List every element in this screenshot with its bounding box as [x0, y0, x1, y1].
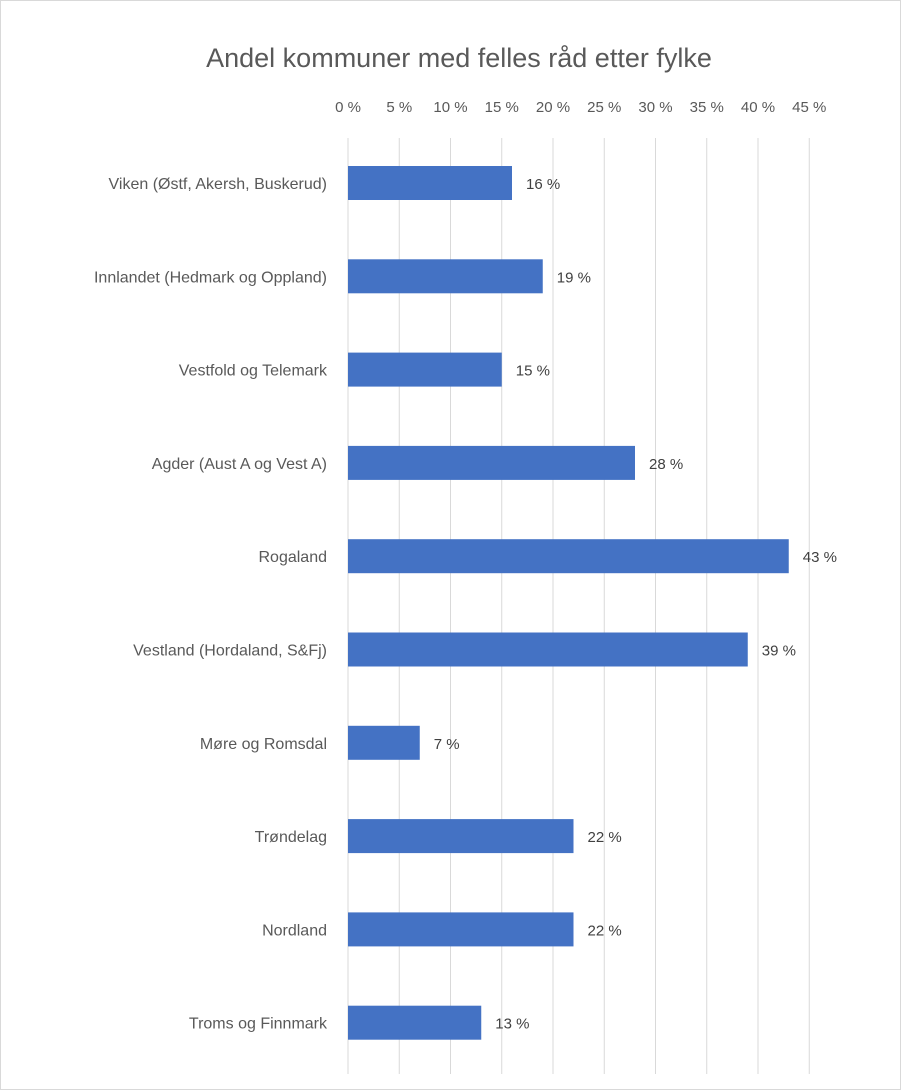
bars [348, 166, 789, 1040]
x-tick-label: 5 % [386, 99, 412, 116]
data-label: 16 % [526, 176, 560, 193]
bar [348, 725, 420, 760]
data-label: 28 % [649, 456, 683, 473]
category-label: Troms og Finnmark [189, 1016, 328, 1033]
x-tick-label: 45 % [792, 99, 826, 116]
data-label: 39 % [762, 643, 796, 660]
bar [348, 445, 635, 480]
x-tick-label: 15 % [485, 99, 519, 116]
data-label: 7 % [434, 736, 460, 753]
gridlines [347, 138, 810, 1074]
bar [348, 819, 574, 854]
category-label: Møre og Romsdal [200, 736, 327, 753]
category-label: Trøndelag [255, 829, 327, 846]
x-tick-label: 25 % [587, 99, 621, 116]
x-axis-tick-labels: 0 % 5 % 10 % 15 % 20 % 25 % 30 % 35 % 40 % 45 % [335, 99, 826, 116]
data-label: 43 % [803, 549, 837, 566]
data-label: 13 % [495, 1016, 529, 1033]
x-tick-label: 10 % [433, 99, 467, 116]
category-label: Vestland (Hordaland, S&Fj) [133, 643, 327, 660]
category-label: Agder (Aust A og Vest A) [152, 456, 327, 473]
bar [348, 912, 574, 947]
category-labels: Viken (Østf, Akersh, Buskerud) Innlandet … [94, 176, 328, 1033]
data-label: 22 % [588, 829, 622, 846]
bar [348, 632, 748, 667]
category-label: Rogaland [259, 549, 328, 566]
data-label: 19 % [557, 269, 591, 286]
x-tick-label: 0 % [335, 99, 361, 116]
bar [348, 166, 512, 200]
bar [348, 539, 789, 574]
category-label: Nordland [262, 922, 327, 939]
x-tick-label: 20 % [536, 99, 570, 116]
x-tick-label: 35 % [690, 99, 724, 116]
data-label: 22 % [588, 922, 622, 939]
bar [348, 259, 543, 294]
category-label: Vestfold og Telemark [179, 363, 328, 380]
category-label: Innlandet (Hedmark og Oppland) [94, 269, 327, 286]
chart-title: Andel kommuner med felles råd etter fylk… [206, 43, 712, 73]
x-tick-label: 30 % [638, 99, 672, 116]
bar [348, 352, 502, 387]
data-labels: 16 % 19 % 15 % 28 % 43 % 39 % 7 % 22 % 22 % 13 % [434, 176, 837, 1033]
data-label: 15 % [516, 363, 550, 380]
x-tick-label: 40 % [741, 99, 775, 116]
bar [348, 1005, 482, 1040]
category-label: Viken (Østf, Akersh, Buskerud) [109, 176, 327, 193]
